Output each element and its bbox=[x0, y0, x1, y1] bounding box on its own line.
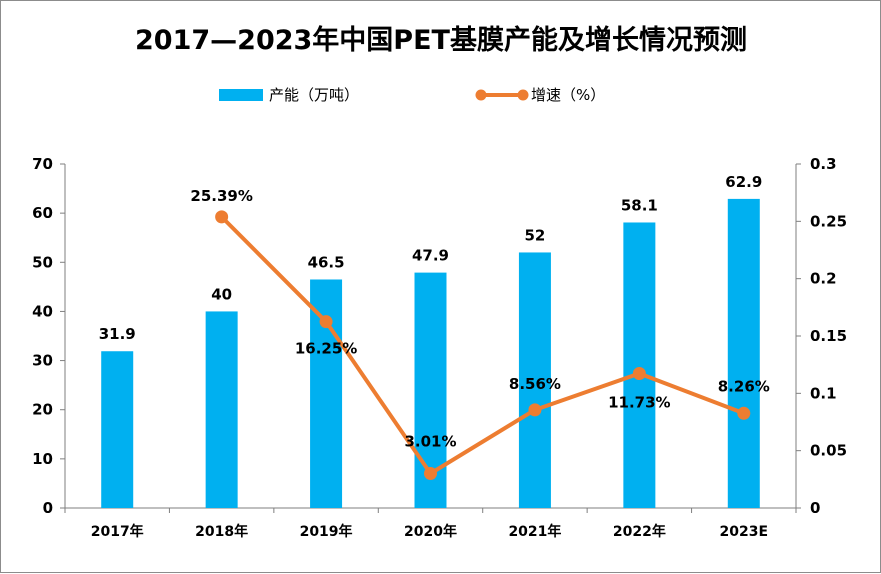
line-labels: 25.39% 16.25% 3.01% 8.56% 11.73% 8.26% bbox=[190, 187, 769, 451]
left-tick-label: 0 bbox=[43, 499, 53, 517]
bar-series bbox=[101, 198, 760, 509]
bar-value-label: 46.5 bbox=[308, 253, 345, 271]
x-tick-label: 2018年 bbox=[195, 523, 248, 540]
bar bbox=[205, 311, 238, 508]
right-tick-label: 0.3 bbox=[810, 155, 837, 173]
x-tick-label: 2023E bbox=[720, 524, 769, 540]
growth-value-label: 8.56% bbox=[509, 375, 561, 393]
x-axis-ticks: 2017年 2018年 2019年 2020年 2021年 2022年 2023E bbox=[64, 508, 797, 540]
bar bbox=[310, 279, 343, 508]
bar-value-label: 31.9 bbox=[99, 325, 136, 343]
chart-title: 2017—2023年中国PET基膜产能及增长情况预测 bbox=[135, 24, 747, 56]
growth-point bbox=[737, 406, 751, 420]
left-tick-label: 60 bbox=[32, 204, 53, 222]
bar-value-label: 58.1 bbox=[621, 196, 658, 214]
x-tick-label: 2019年 bbox=[300, 523, 353, 540]
growth-value-label: 25.39% bbox=[190, 187, 252, 205]
bar-labels: 31.9 40 46.5 47.9 52 58.1 62.9 bbox=[99, 173, 763, 343]
bar bbox=[623, 222, 656, 509]
right-tick-label: 0.25 bbox=[810, 212, 847, 230]
growth-value-label: 8.26% bbox=[718, 377, 770, 395]
right-axis-ticks: 0 0.05 0.1 0.15 0.2 0.25 0.3 bbox=[796, 155, 847, 517]
left-tick-label: 20 bbox=[32, 401, 53, 419]
legend-bar-swatch bbox=[219, 89, 263, 101]
left-axis-ticks: 0 10 20 30 40 50 60 70 bbox=[32, 155, 65, 517]
left-tick-label: 40 bbox=[32, 302, 53, 320]
growth-point bbox=[632, 366, 646, 380]
growth-point bbox=[528, 403, 542, 417]
right-tick-label: 0.05 bbox=[810, 442, 847, 460]
left-tick-label: 50 bbox=[32, 253, 53, 271]
bar-value-label: 47.9 bbox=[412, 247, 449, 265]
x-tick-label: 2020年 bbox=[404, 523, 457, 540]
left-tick-label: 30 bbox=[32, 352, 53, 370]
growth-line bbox=[220, 215, 745, 476]
left-tick-label: 70 bbox=[32, 155, 53, 173]
growth-value-label: 16.25% bbox=[295, 340, 357, 358]
x-tick-label: 2017年 bbox=[91, 523, 144, 540]
right-tick-label: 0.2 bbox=[810, 270, 837, 288]
right-tick-label: 0.15 bbox=[810, 327, 847, 345]
left-tick-label: 10 bbox=[32, 450, 53, 468]
bar bbox=[101, 351, 134, 508]
growth-point bbox=[319, 315, 333, 329]
bar bbox=[518, 252, 551, 508]
x-tick-label: 2022年 bbox=[613, 523, 666, 540]
right-tick-label: 0.1 bbox=[810, 384, 837, 402]
legend-line-marker-right bbox=[517, 89, 529, 101]
growth-point bbox=[215, 210, 229, 224]
line-series bbox=[215, 210, 751, 480]
legend: 产能（万吨） 增速（%） bbox=[219, 86, 605, 104]
growth-value-label: 11.73% bbox=[608, 393, 670, 411]
growth-value-label: 3.01% bbox=[404, 432, 456, 450]
legend-line-label: 增速（%） bbox=[531, 86, 605, 104]
bar-value-label: 40 bbox=[211, 285, 232, 303]
bar bbox=[727, 198, 760, 509]
bar-value-label: 52 bbox=[524, 226, 545, 244]
legend-line-marker-left bbox=[475, 89, 487, 101]
growth-point bbox=[424, 466, 437, 480]
right-tick-label: 0 bbox=[810, 499, 820, 517]
bar-value-label: 62.9 bbox=[725, 173, 762, 191]
legend-bar-label: 产能（万吨） bbox=[269, 86, 359, 104]
x-tick-label: 2021年 bbox=[508, 523, 561, 540]
